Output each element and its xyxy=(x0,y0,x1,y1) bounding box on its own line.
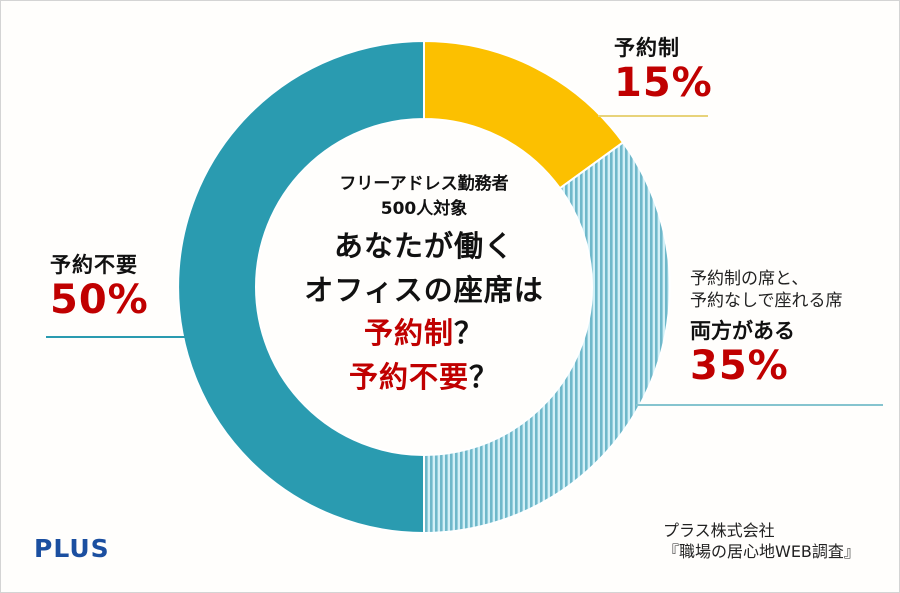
label-percent: 50% xyxy=(50,277,149,323)
label-both: 予約制の席と、 予約なしで座れる席 両方がある 35% xyxy=(690,268,843,387)
label-percent: 15% xyxy=(614,60,713,106)
label-unreserved: 予約不要 50% xyxy=(50,249,149,321)
question-line1: あなたが働く xyxy=(333,229,514,264)
plus-logo: PLUS xyxy=(34,534,110,563)
leader-line-reserved xyxy=(598,115,708,117)
source-survey: 『職場の居心地WEB調査』 xyxy=(663,541,860,561)
question-reserved: 予約制 xyxy=(363,316,454,351)
label-category: 両方がある xyxy=(690,319,795,344)
label-desc-line1: 予約制の席と、 xyxy=(690,269,809,289)
source-note: プラス株式会社 『職場の居心地WEB調査』 xyxy=(663,521,860,563)
label-percent: 35% xyxy=(690,343,789,390)
source-company: プラス株式会社 xyxy=(663,521,775,540)
label-category: 予約不要 xyxy=(50,253,138,277)
segment-unreserved xyxy=(177,39,425,535)
question-mark: ？ xyxy=(469,359,500,394)
question-line4: 予約不要？ xyxy=(274,356,574,400)
leader-line-both xyxy=(636,404,883,406)
subtitle-line1: フリーアドレス勤務者 xyxy=(339,174,509,194)
question-line2: オフィスの座席は xyxy=(304,272,544,307)
question-unreserved: 予約不要 xyxy=(348,359,469,394)
chart-center-title: フリーアドレス勤務者 500人対象 あなたが働く オフィスの座席は 予約制？ 予… xyxy=(274,172,574,399)
question-line3: 予約制？ xyxy=(274,312,574,356)
label-reserved: 予約制 15% xyxy=(614,32,713,104)
label-category: 予約制 xyxy=(614,36,680,60)
leader-line-unreserved xyxy=(46,336,196,338)
subtitle-line2: 500人対象 xyxy=(380,198,468,219)
label-desc-line2: 予約なしで座れる席 xyxy=(690,291,843,312)
question-mark: ？ xyxy=(454,316,485,351)
segment-both xyxy=(423,141,671,535)
